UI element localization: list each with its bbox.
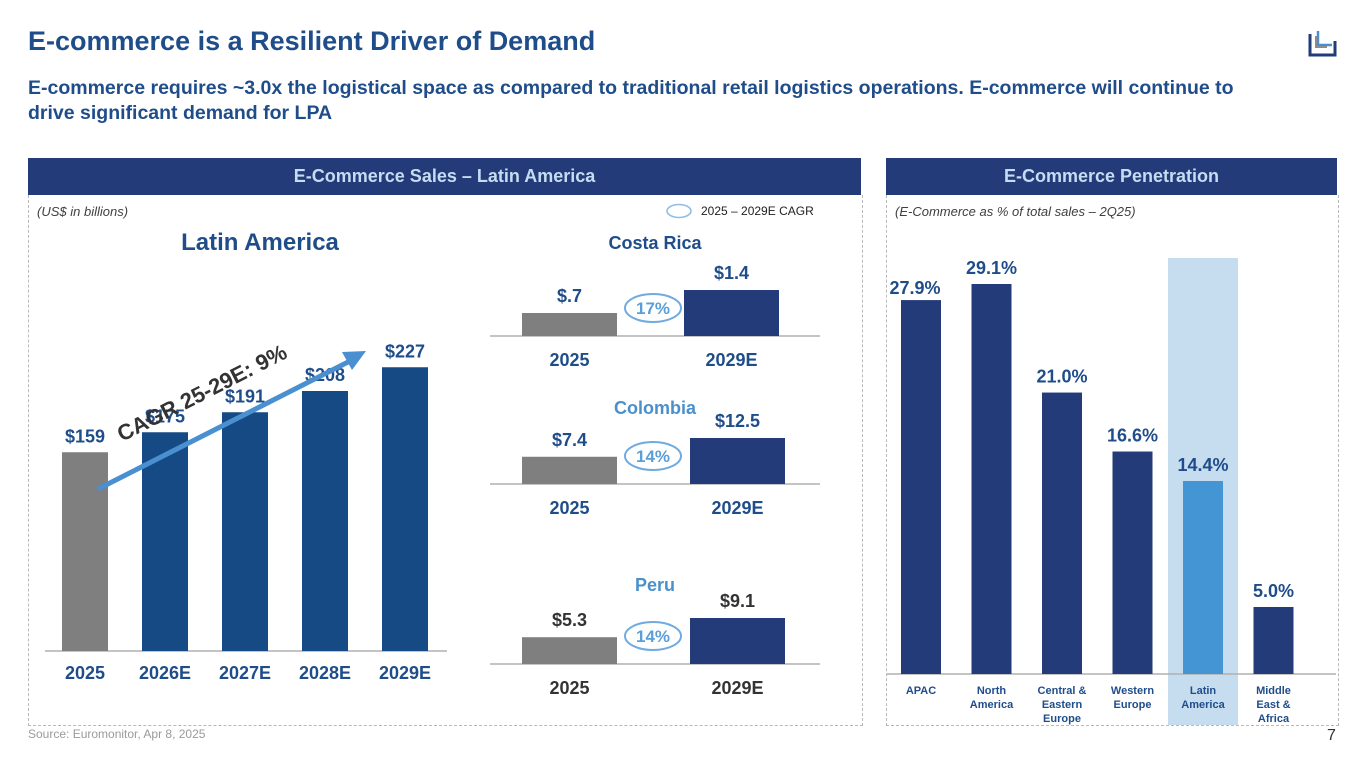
- data-label: $191: [225, 386, 265, 406]
- bar-2025: [522, 313, 617, 336]
- cagr-value: 14%: [636, 447, 670, 466]
- data-label: 14.4%: [1177, 455, 1228, 475]
- x-tick-label: East &: [1256, 699, 1290, 711]
- chart-title: Latin America: [181, 229, 339, 256]
- costa-rica-chart: Costa Rica $.7 2025 $1.4 2029E 17%: [490, 233, 820, 370]
- bar-2029E: [684, 290, 779, 336]
- bar-north-america: [971, 284, 1012, 674]
- x-tick-label: 2029E: [705, 350, 757, 370]
- ecommerce-penetration-chart: 27.9% APAC 29.1% North America 21.0% Central &…: [887, 258, 1336, 725]
- x-tick-label: Western: [1111, 685, 1154, 697]
- latin-america-sales-chart: Latin America $159 2025 $175 2026E $191 2027E $…: [45, 229, 447, 683]
- x-tick-label: 2029E: [711, 678, 763, 698]
- bar-2029E: [382, 367, 428, 651]
- x-tick-label: America: [1181, 699, 1225, 711]
- bar-western-europe: [1112, 451, 1153, 674]
- bar-apac: [901, 300, 941, 674]
- data-label: $5.3: [552, 610, 587, 630]
- x-tick-label: 2029E: [379, 663, 431, 683]
- data-label: 21.0%: [1036, 367, 1087, 387]
- page-number: 7: [1327, 727, 1336, 744]
- x-tick-label: North: [977, 685, 1007, 697]
- data-label: $.7: [557, 286, 582, 306]
- bar-central-eastern-europe: [1042, 392, 1082, 674]
- right-units-note: (E-Commerce as % of total sales – 2Q25): [895, 204, 1136, 219]
- x-tick-label: 2029E: [711, 498, 763, 518]
- cagr-legend-ellipse-icon: [666, 203, 692, 219]
- bar-2028E: [302, 391, 348, 651]
- cagr-ellipse: [624, 293, 682, 323]
- cagr-value: 17%: [636, 299, 670, 318]
- x-tick-label: Central &: [1038, 685, 1087, 697]
- data-label: $175: [145, 406, 185, 426]
- x-tick-label: 2025: [549, 350, 589, 370]
- bar-2025: [522, 637, 617, 664]
- bar-2029E: [690, 438, 785, 484]
- bar-2025: [62, 452, 108, 651]
- page-subtitle: E-commerce requires ~3.0x the logistical…: [28, 77, 1234, 124]
- bar-latin-america: [1183, 481, 1223, 674]
- country-title: Peru: [635, 575, 675, 595]
- bar-middle-east-africa: [1253, 606, 1294, 674]
- x-tick-label: 2026E: [139, 663, 191, 683]
- left-panel-header: E-Commerce Sales – Latin America: [28, 158, 861, 195]
- data-label: $1.4: [714, 263, 749, 283]
- x-tick-label: 2027E: [219, 663, 271, 683]
- page-title: E-commerce is a Resilient Driver of Dema…: [28, 26, 596, 56]
- x-tick-label: Eastern: [1042, 699, 1083, 711]
- cagr-legend-label: 2025 – 2029E CAGR: [701, 204, 814, 218]
- x-tick-label: Africa: [1258, 713, 1290, 725]
- data-label: $9.1: [720, 591, 755, 611]
- data-label: 16.6%: [1107, 426, 1158, 446]
- x-tick-label: 2025: [549, 498, 589, 518]
- x-tick-label: Europe: [1043, 713, 1081, 725]
- x-tick-label: 2028E: [299, 663, 351, 683]
- peru-chart: Peru $5.3 2025 $9.1 2029E 14%: [490, 575, 820, 698]
- x-tick-label: Latin: [1190, 685, 1217, 697]
- bar-2029E: [690, 618, 785, 664]
- country-title: Costa Rica: [608, 233, 702, 253]
- cagr-arrow-shaft: [96, 357, 354, 492]
- bar-2025: [522, 456, 617, 484]
- x-tick-label: 2025: [549, 678, 589, 698]
- right-panel: [886, 195, 1339, 726]
- data-label: 27.9%: [889, 278, 940, 298]
- cagr-value: 14%: [636, 627, 670, 646]
- left-panel: [28, 195, 863, 726]
- right-panel-header: E-Commerce Penetration: [886, 158, 1337, 195]
- left-units-note: (US$ in billions): [37, 204, 129, 219]
- source-note: Source: Euromonitor, Apr 8, 2025: [28, 727, 206, 741]
- x-tick-label: America: [970, 699, 1014, 711]
- data-label: $159: [65, 426, 105, 446]
- x-tick-label: APAC: [906, 685, 936, 697]
- data-label: $12.5: [715, 411, 760, 431]
- corner-bracket-logo-icon: [1308, 31, 1337, 57]
- x-tick-label: Europe: [1114, 699, 1152, 711]
- cagr-ellipse: [624, 621, 682, 651]
- data-label: 5.0%: [1253, 581, 1294, 601]
- bar-2027E: [222, 412, 268, 651]
- colombia-chart: Colombia $7.4 2025 $12.5 2029E 14%: [490, 398, 820, 518]
- bar-2026E: [142, 432, 188, 651]
- data-label: $227: [385, 341, 425, 361]
- cagr-arrow-head: [342, 351, 366, 370]
- data-label: 29.1%: [966, 258, 1017, 278]
- data-label: $7.4: [552, 430, 587, 450]
- country-title: Colombia: [614, 398, 697, 418]
- x-tick-label: 2025: [65, 663, 105, 683]
- x-tick-label: Middle: [1256, 685, 1291, 697]
- cagr-ellipse: [624, 441, 682, 471]
